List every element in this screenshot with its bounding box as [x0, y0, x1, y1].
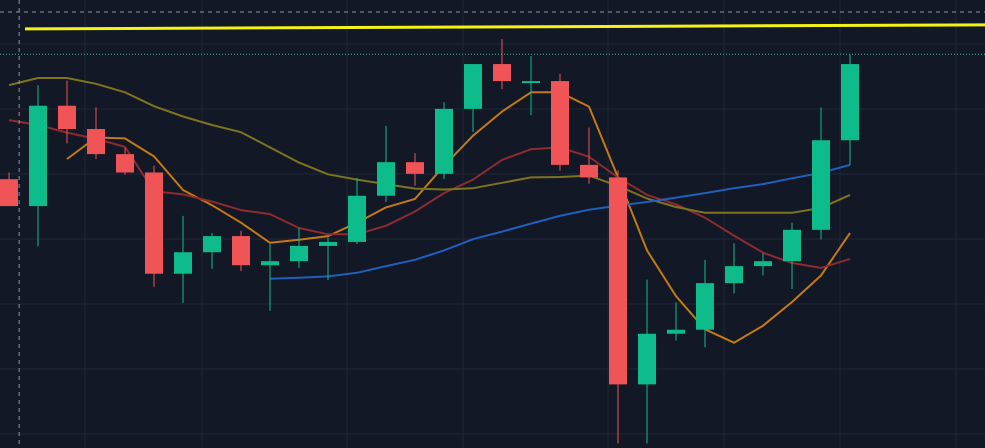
- candle-body-up: [377, 162, 395, 196]
- candle-body-down: [58, 105, 76, 130]
- candle-body-down: [580, 164, 598, 178]
- candle[interactable]: [261, 244, 279, 311]
- candle[interactable]: [812, 107, 830, 240]
- moving-average-ma-slow: [8, 77, 851, 214]
- candle[interactable]: [29, 85, 47, 247]
- candle[interactable]: [580, 127, 598, 184]
- candle[interactable]: [319, 237, 337, 280]
- candle-body-down: [0, 179, 18, 207]
- candle[interactable]: [435, 102, 453, 180]
- candle[interactable]: [348, 177, 366, 245]
- candle-body-up: [203, 236, 221, 253]
- candle-body-up: [290, 245, 308, 262]
- candle[interactable]: [87, 107, 105, 160]
- candle[interactable]: [551, 73, 569, 171]
- candle-body-up: [725, 266, 743, 284]
- candle-body-up: [522, 81, 540, 84]
- candle-body-down: [232, 236, 250, 266]
- candle[interactable]: [522, 56, 540, 116]
- candle[interactable]: [377, 125, 395, 203]
- candle[interactable]: [696, 259, 714, 348]
- resistance-trend-line: [24, 23, 985, 31]
- candle-body-down: [406, 162, 424, 174]
- candle[interactable]: [116, 147, 134, 175]
- candle-body-down: [145, 172, 163, 274]
- candle-body-up: [783, 229, 801, 262]
- candle-body-up: [464, 64, 482, 109]
- candle-body-down: [493, 64, 511, 82]
- candle-body-up: [435, 108, 453, 174]
- candle-body-down: [87, 129, 105, 155]
- candle-body-down: [116, 154, 134, 173]
- moving-average-ma-fast: [66, 91, 851, 344]
- candle[interactable]: [493, 38, 511, 90]
- candle-body-down: [551, 81, 569, 165]
- candle[interactable]: [638, 279, 656, 444]
- candle[interactable]: [783, 222, 801, 289]
- candle-body-up: [812, 140, 830, 230]
- candle[interactable]: [145, 165, 163, 287]
- candle-body-up: [319, 241, 337, 246]
- candle-body-up: [754, 261, 772, 267]
- candle-body-up: [174, 252, 192, 274]
- candle-body-up: [638, 333, 656, 385]
- candle[interactable]: [464, 64, 482, 133]
- candle-body-up: [667, 329, 685, 334]
- candle[interactable]: [203, 232, 221, 269]
- candle-body-up: [348, 195, 366, 242]
- price-levels: [0, 23, 985, 55]
- candle[interactable]: [406, 153, 424, 186]
- candle[interactable]: [232, 230, 250, 272]
- candle[interactable]: [290, 228, 308, 268]
- candle[interactable]: [58, 80, 76, 144]
- candle[interactable]: [609, 170, 627, 444]
- candle-body-down: [609, 177, 627, 385]
- candle-body-up: [841, 64, 859, 141]
- candles[interactable]: [0, 38, 859, 444]
- candle-body-up: [696, 283, 714, 330]
- candle-body-up: [29, 105, 47, 207]
- candle[interactable]: [725, 243, 743, 294]
- moving-average-ma-long: [269, 163, 851, 280]
- candle[interactable]: [841, 54, 859, 165]
- candle[interactable]: [174, 215, 192, 303]
- candle-body-up: [261, 261, 279, 266]
- candle[interactable]: [754, 253, 772, 276]
- candle[interactable]: [667, 302, 685, 341]
- candle[interactable]: [0, 172, 18, 207]
